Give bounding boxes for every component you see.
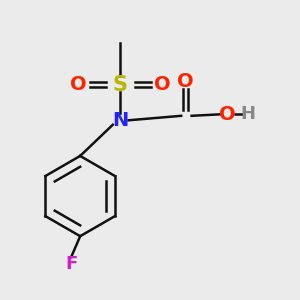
Text: O: O [219,105,236,124]
Text: O: O [70,75,87,94]
Text: H: H [241,105,256,123]
Text: F: F [65,255,77,273]
Text: O: O [177,72,194,91]
Text: S: S [113,75,128,94]
Text: O: O [154,75,170,94]
Text: N: N [112,111,128,130]
